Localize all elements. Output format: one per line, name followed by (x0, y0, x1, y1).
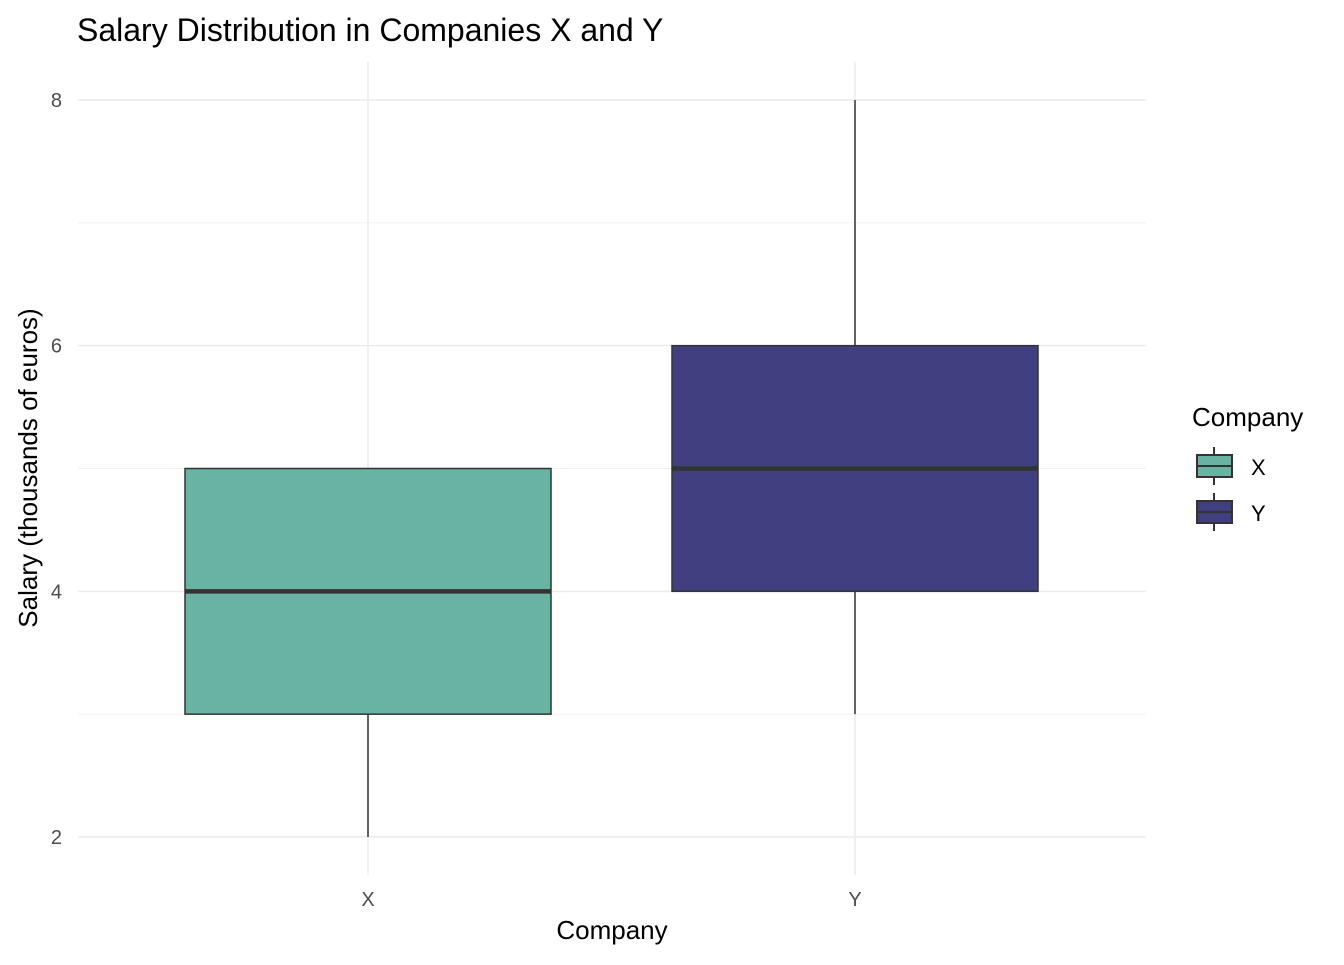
y-axis-label: Salary (thousands of euros) (13, 308, 43, 627)
x-tick-label: X (361, 889, 374, 911)
legend-title: Company (1192, 402, 1303, 432)
box-x (184, 467, 552, 837)
y-tick-label: 2 (51, 827, 62, 849)
boxes (184, 100, 1039, 837)
x-tick-label: Y (848, 889, 861, 911)
legend-label: X (1251, 455, 1266, 480)
legend-entry-x: X (1196, 447, 1266, 485)
legend-label: Y (1251, 501, 1266, 526)
y-tick-label: 6 (51, 336, 62, 358)
box-y (671, 100, 1039, 715)
legend-entry-y: Y (1196, 493, 1266, 531)
legend: Company XY (1192, 402, 1303, 531)
chart-title: Salary Distribution in Companies X and Y (77, 12, 663, 48)
x-axis-label: Company (556, 915, 667, 945)
y-axis-ticks: 2 4 6 8 (51, 90, 62, 849)
y-tick-label: 8 (51, 90, 62, 112)
y-tick-label: 4 (51, 581, 62, 603)
